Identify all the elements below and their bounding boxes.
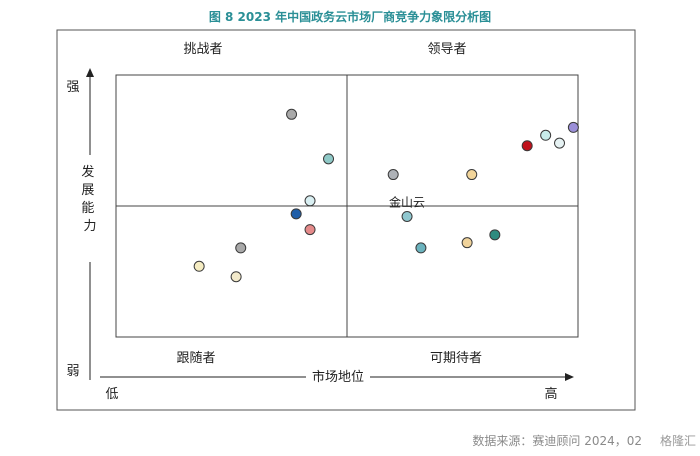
source-note: 数据来源：赛迪顾问 2024，02: [472, 434, 642, 448]
y-axis-low-label: 弱: [66, 364, 79, 379]
scatter-point-2: [290, 208, 302, 220]
scatter-point-11: [415, 242, 427, 254]
scatter-point-1: [286, 108, 298, 120]
y-axis-label: 发 展 能 力: [81, 164, 98, 234]
x-axis-arrow-head: [565, 373, 574, 381]
figure-title: 图 8 2023 年中国政务云市场厂商竞争力象限分析图: [208, 10, 492, 24]
scatter-point-16: [540, 129, 552, 141]
x-axis-low-label: 低: [105, 387, 118, 402]
scatter-point-17: [554, 137, 566, 149]
scatter-point-4: [323, 153, 335, 165]
scatter-point-13: [461, 237, 473, 249]
scatter-points: 金山云: [193, 108, 579, 283]
quadrant-label-bottom-right: 可期待者: [430, 351, 482, 366]
scatter-point-15: [521, 140, 533, 152]
quadrant-label-top-right: 领导者: [427, 42, 466, 57]
point-label: 金山云: [389, 194, 425, 209]
scatter-point-12: [466, 169, 478, 181]
scatter-point-8: [235, 242, 247, 254]
quadrant-label-top-left: 挑战者: [183, 42, 222, 57]
x-axis-label: 市场地位: [312, 369, 364, 385]
x-axis-label-bg: [306, 366, 370, 384]
scatter-point-9: [387, 169, 399, 181]
scatter-point-6: [193, 260, 205, 272]
y-axis-arrow-head: [86, 68, 94, 77]
scatter-point-10: [401, 210, 413, 222]
scatter-point-3: [304, 195, 316, 207]
quadrant-label-bottom-left: 跟随者: [176, 351, 215, 366]
scatter-point-18: [567, 121, 579, 133]
watermark: 格隆汇: [659, 434, 696, 448]
scatter-point-14: [489, 229, 501, 241]
scatter-point-5: [304, 224, 316, 236]
scatter-point-7: [230, 271, 242, 283]
y-axis-high-label: 强: [66, 80, 79, 95]
outer-frame: [56, 29, 636, 411]
x-axis-high-label: 高: [544, 386, 557, 402]
